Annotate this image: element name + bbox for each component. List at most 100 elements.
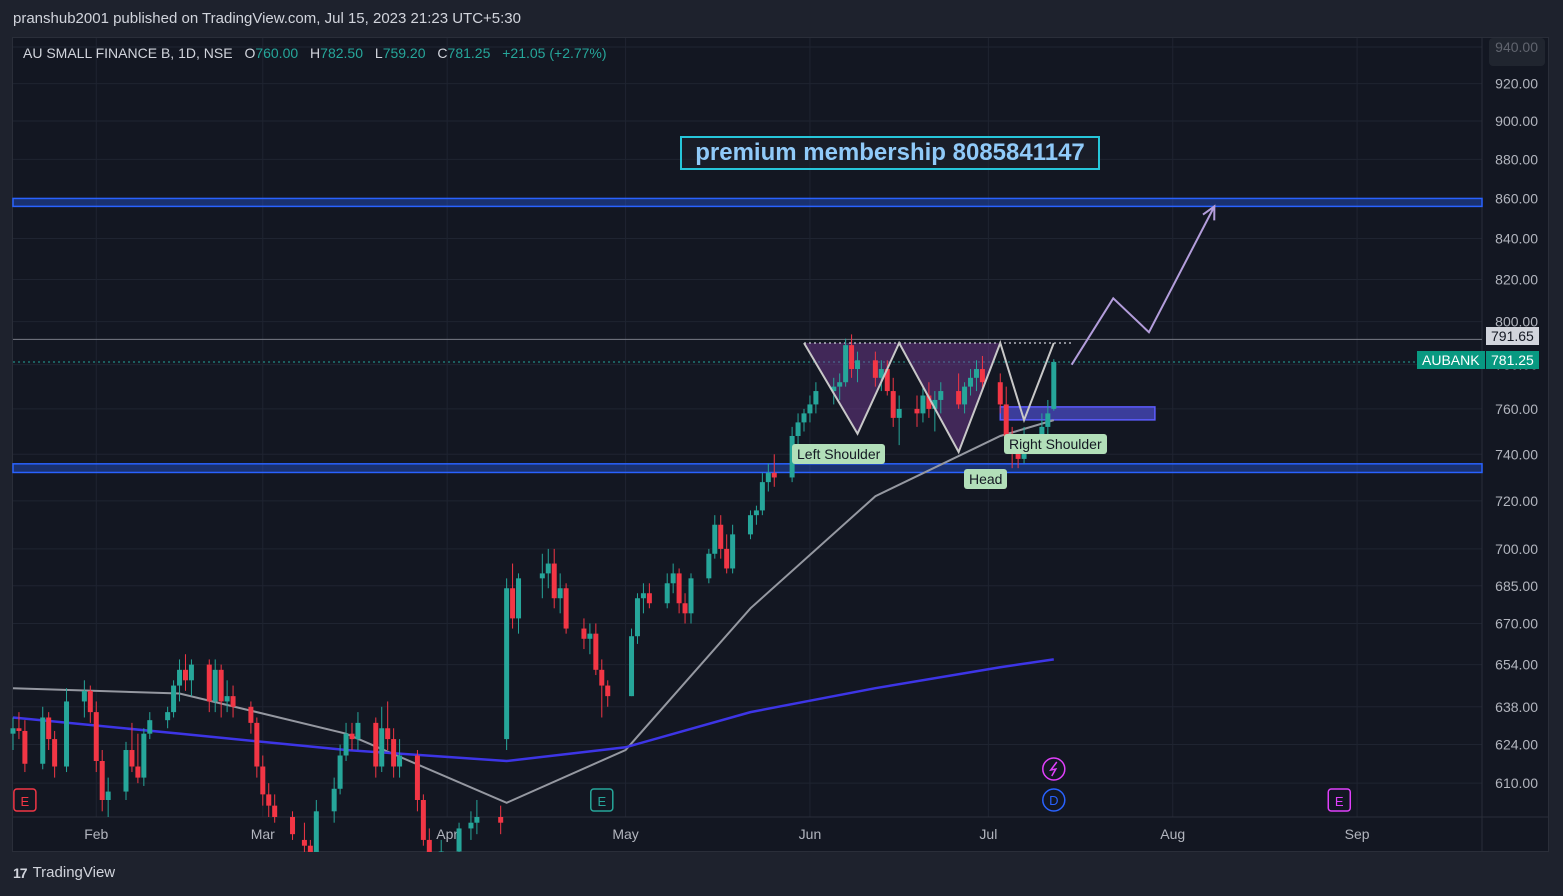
candle-body — [670, 573, 676, 584]
y-tick-label: 624.00 — [1495, 737, 1538, 753]
candle-body — [46, 717, 52, 740]
candle-body — [706, 553, 712, 579]
candle-body — [147, 720, 153, 734]
legend-close-label: C — [437, 45, 448, 61]
candle-body — [581, 628, 587, 639]
projection-path — [1070, 205, 1216, 366]
y-tick-label: 720.00 — [1495, 493, 1538, 509]
candle-body — [224, 696, 230, 702]
candle-body — [878, 369, 884, 378]
candle-body — [87, 690, 93, 713]
candle-body — [182, 669, 188, 681]
right-shoulder-label: Right Shoulder — [1004, 434, 1107, 454]
candle-body — [765, 472, 771, 483]
tradingview-logo-icon: 17 — [13, 864, 28, 881]
candle-body — [355, 722, 361, 740]
candle-body — [498, 817, 504, 823]
legend-high: 782.50 — [320, 45, 363, 61]
candle-body — [93, 712, 99, 761]
candle-body — [504, 588, 510, 740]
candle-body — [10, 728, 16, 734]
candle-body — [587, 633, 593, 639]
dividend-marker — [1042, 788, 1066, 812]
y-tick-label: 685.00 — [1495, 578, 1538, 594]
y-tick-label: 860.00 — [1495, 190, 1538, 206]
y-tick-label: 840.00 — [1495, 231, 1538, 247]
neckline-price-tag: 791.65 — [1486, 327, 1539, 345]
candle-body — [22, 730, 28, 764]
candle-body — [593, 633, 599, 670]
x-tick-label: Sep — [1345, 826, 1370, 842]
x-tick-label: Jul — [979, 826, 997, 842]
y-tick-label: 880.00 — [1495, 151, 1538, 167]
tradingview-logo[interactable]: 17 TradingView — [13, 864, 115, 881]
candle-body — [843, 345, 849, 383]
candle-body — [266, 794, 272, 806]
candle-body — [896, 408, 902, 418]
earnings-marker-label: E — [597, 794, 606, 809]
y-tick-label: 820.00 — [1495, 272, 1538, 288]
candle-body — [890, 391, 896, 418]
legend-close: 781.25 — [447, 45, 491, 61]
support-zone — [999, 406, 1156, 421]
legend-change: +21.05 (+2.77%) — [502, 45, 607, 61]
y-tick-label: 610.00 — [1495, 775, 1538, 791]
candle-body — [206, 664, 212, 702]
candle-body — [551, 563, 557, 599]
footer-bar: 17 TradingView — [0, 852, 1563, 896]
candle-body — [135, 766, 141, 778]
last-price-tag: 781.25 — [1486, 351, 1539, 369]
candle-body — [81, 690, 87, 702]
y-tick-label: 800.00 — [1495, 314, 1538, 330]
legend-open-label: O — [244, 45, 256, 61]
candle-body — [218, 669, 224, 702]
footer-brand: TradingView — [32, 864, 116, 881]
x-tick-label: Feb — [84, 826, 108, 842]
candle-body — [968, 377, 974, 387]
candle-body — [855, 360, 861, 370]
candle-body — [337, 755, 343, 789]
candle-body — [837, 382, 843, 387]
y-tick-label: 670.00 — [1495, 615, 1538, 631]
candle-body — [724, 548, 730, 569]
candle-body — [188, 664, 194, 681]
candle-body — [599, 669, 605, 686]
candle-body — [545, 563, 551, 574]
candle-body — [313, 811, 319, 864]
candle-body — [254, 722, 260, 767]
candle-body — [753, 510, 759, 516]
candle-body — [605, 685, 611, 697]
candle-body — [177, 669, 183, 686]
candle-body — [712, 524, 718, 554]
y-tick-label: 920.00 — [1495, 76, 1538, 92]
candle-body — [938, 391, 944, 400]
chart-settings-button[interactable] — [1489, 38, 1545, 66]
candle-body — [212, 669, 218, 702]
candle-body — [682, 603, 688, 614]
chart-frame[interactable] — [12, 37, 1549, 852]
promo-annotation: premium membership 8085841147 — [680, 136, 1100, 170]
x-tick-label: Apr — [436, 826, 458, 842]
candle-body — [16, 728, 22, 731]
candle-body — [926, 395, 932, 409]
pattern-outline — [803, 339, 1055, 455]
candle-body — [52, 739, 58, 767]
candle-body — [510, 588, 516, 619]
candle-body — [349, 733, 355, 740]
candle-body — [640, 593, 646, 599]
candle-body — [426, 839, 432, 858]
candle-body — [813, 391, 819, 405]
earnings-marker — [1327, 788, 1352, 812]
candle-body — [468, 822, 474, 829]
candle-body — [272, 805, 278, 817]
candle-body — [634, 598, 640, 637]
candle-body — [539, 573, 545, 579]
candle-body — [99, 760, 105, 801]
candle-body — [956, 391, 962, 405]
candle-body — [920, 395, 926, 414]
candle-body — [40, 717, 46, 764]
candle-body — [1045, 413, 1051, 427]
projection-arrowhead — [1202, 204, 1216, 221]
candle-body — [932, 399, 938, 409]
